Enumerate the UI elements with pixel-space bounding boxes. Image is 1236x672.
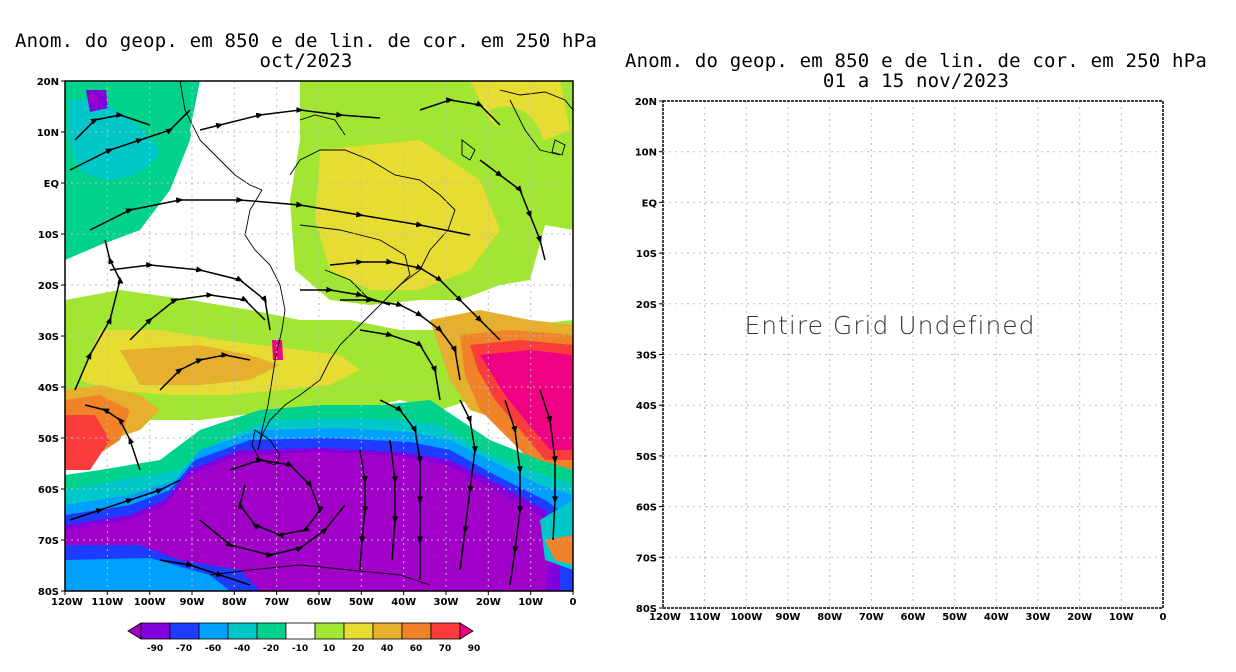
lon-label: 120W bbox=[51, 597, 83, 608]
lon-label: 120W bbox=[649, 612, 681, 623]
right-grid bbox=[663, 101, 1163, 608]
lat-label: 40S bbox=[38, 383, 59, 394]
lon-label: 0 bbox=[1160, 612, 1167, 623]
lat-label: 50S bbox=[38, 434, 59, 445]
lon-label: 90W bbox=[180, 597, 205, 608]
colorbar-labels: -90 -70 -60 -40 -20 -10 10 20 40 60 70 9… bbox=[147, 644, 480, 654]
colorbar-label: -90 bbox=[147, 644, 163, 654]
colorbar-label: -60 bbox=[205, 644, 221, 654]
colorbar-label: 70 bbox=[439, 644, 452, 654]
colorbar-label: 20 bbox=[352, 644, 365, 654]
colorbar-cell bbox=[401, 622, 432, 640]
lat-label: 10N bbox=[635, 148, 657, 159]
lon-label: 110W bbox=[91, 597, 123, 608]
lon-label: 110W bbox=[689, 612, 721, 623]
colorbar-cell bbox=[343, 622, 374, 640]
lon-label: 40W bbox=[984, 612, 1009, 623]
lat-label: 30S bbox=[38, 332, 59, 343]
lon-label: 70W bbox=[264, 597, 289, 608]
left-map-title: Anom. do geop. em 850 e de lin. de cor. … bbox=[15, 30, 597, 52]
colorbar-cell bbox=[140, 622, 171, 640]
right-map: Entire Grid Undefined 20N 10N EQ 10S 20S… bbox=[635, 97, 1167, 623]
lon-label: 70W bbox=[859, 612, 884, 623]
colorbar-label: 10 bbox=[323, 644, 336, 654]
right-map-title: Anom. do geop. em 850 e de lin. de cor. … bbox=[625, 50, 1207, 72]
right-ticks bbox=[659, 100, 663, 609]
lat-label: 60S bbox=[636, 503, 657, 514]
colorbar-label: 90 bbox=[468, 644, 481, 654]
left-lon-labels: 120W 110W 100W 90W 80W 70W 60W 50W 40W 3… bbox=[51, 597, 576, 608]
lat-label: 60S bbox=[38, 485, 59, 496]
colorbar-cell bbox=[285, 622, 316, 640]
colorbar-cell bbox=[198, 622, 229, 640]
colorbar-label: 40 bbox=[381, 644, 394, 654]
left-ticks bbox=[61, 80, 574, 595]
lat-label: 20N bbox=[37, 77, 59, 88]
lon-label: 50W bbox=[942, 612, 967, 623]
colorbar-cell bbox=[372, 622, 403, 640]
lat-label: EQ bbox=[44, 179, 59, 190]
lat-label: 50S bbox=[636, 452, 657, 463]
colorbar-cell bbox=[459, 622, 474, 640]
colorbar-label: -20 bbox=[263, 644, 279, 654]
right-lat-labels: 20N 10N EQ 10S 20S 30S 40S 50S 60S 70S 8… bbox=[635, 97, 657, 615]
lon-label: 20W bbox=[1067, 612, 1092, 623]
lat-label: 20S bbox=[636, 300, 657, 311]
lat-label: 20S bbox=[38, 281, 59, 292]
lat-label: 10S bbox=[38, 230, 59, 241]
left-lat-labels: 20N 10N EQ 10S 20S 30S 40S 50S 60S 70S 8… bbox=[37, 77, 59, 598]
right-map-subtitle: 01 a 15 nov/2023 bbox=[822, 70, 1010, 92]
lat-label: EQ bbox=[642, 198, 657, 209]
lon-label: 20W bbox=[476, 597, 501, 608]
colorbar-cell bbox=[227, 622, 258, 640]
lat-label: 10S bbox=[636, 249, 657, 260]
lon-label: 60W bbox=[901, 612, 926, 623]
lat-label: 80S bbox=[38, 587, 59, 598]
lon-label: 30W bbox=[1026, 612, 1051, 623]
colorbar-label: -40 bbox=[234, 644, 250, 654]
lon-label: 0 bbox=[570, 597, 577, 608]
lon-label: 100W bbox=[134, 597, 166, 608]
colorbar-cell bbox=[169, 622, 200, 640]
lon-label: 80W bbox=[817, 612, 842, 623]
lat-label: 40S bbox=[636, 401, 657, 412]
lon-label: 80W bbox=[222, 597, 247, 608]
lon-label: 40W bbox=[391, 597, 416, 608]
undefined-message: Entire Grid Undefined bbox=[744, 311, 1035, 340]
colorbar-label: -70 bbox=[176, 644, 192, 654]
lon-label: 100W bbox=[730, 612, 762, 623]
lon-label: 10W bbox=[518, 597, 543, 608]
lon-label: 60W bbox=[307, 597, 332, 608]
lon-label: 90W bbox=[776, 612, 801, 623]
lat-label: 70S bbox=[636, 553, 657, 564]
lat-label: 10N bbox=[37, 128, 59, 139]
colorbar-cell bbox=[127, 622, 142, 640]
left-map-subtitle: oct/2023 bbox=[259, 50, 353, 72]
streamlines bbox=[69, 97, 559, 586]
lon-label: 10W bbox=[1109, 612, 1134, 623]
lon-label: 50W bbox=[349, 597, 374, 608]
right-lon-labels: 120W 110W 100W 90W 80W 70W 60W 50W 40W 3… bbox=[649, 612, 1166, 623]
colorbar-cell bbox=[256, 622, 287, 640]
colorbar-cell bbox=[430, 622, 461, 640]
colorbar bbox=[127, 622, 474, 640]
colorbar-label: 60 bbox=[410, 644, 423, 654]
colorbar-label: -10 bbox=[292, 644, 308, 654]
lat-label: 80S bbox=[636, 604, 657, 615]
lat-label: 20N bbox=[635, 97, 657, 108]
colorbar-cell bbox=[314, 622, 345, 640]
lon-label: 30W bbox=[434, 597, 459, 608]
left-map: 20N 10N EQ 10S 20S 30S 40S 50S 60S 70S 8… bbox=[37, 77, 577, 654]
lat-label: 70S bbox=[38, 536, 59, 547]
lat-label: 30S bbox=[636, 351, 657, 362]
